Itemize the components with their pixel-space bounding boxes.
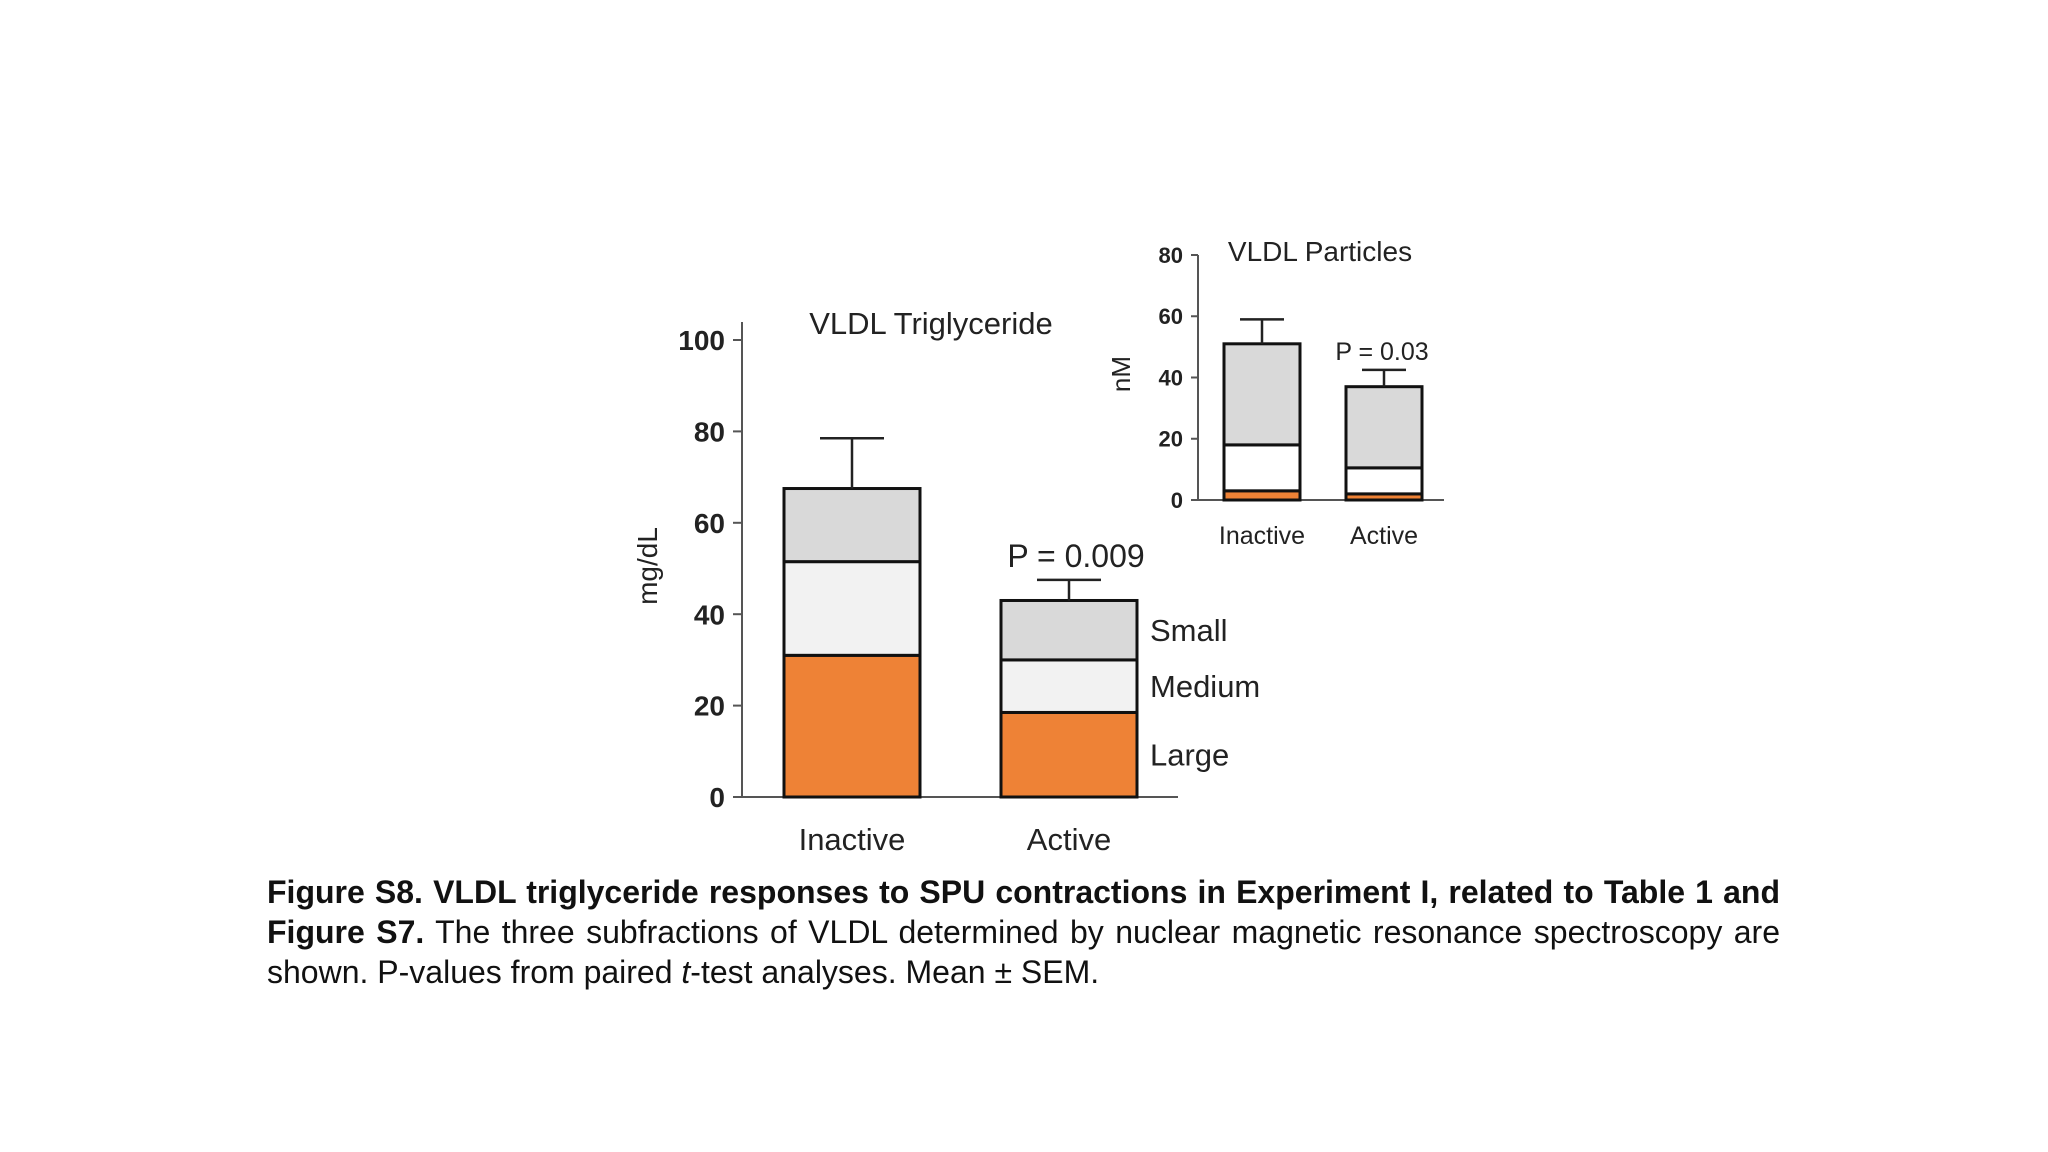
legend-label-medium: Medium xyxy=(1150,669,1260,704)
y-tick-label: 0 xyxy=(1171,488,1183,513)
chart-title: VLDL Particles xyxy=(1228,236,1412,267)
x-category-label: Inactive xyxy=(1219,522,1305,550)
bar-segment-medium xyxy=(782,560,922,657)
caption-text-1: The three subfractions of VLDL determine… xyxy=(267,914,1781,990)
p-value-annotation: P = 0.009 xyxy=(1007,538,1144,574)
x-category-label: Active xyxy=(1350,522,1418,550)
y-tick-label: 60 xyxy=(694,508,725,539)
bar-segment-medium xyxy=(1222,443,1302,493)
bar-segment-small xyxy=(999,598,1139,662)
legend-label-small: Small xyxy=(1150,613,1228,648)
x-category-label: Inactive xyxy=(799,822,906,857)
y-tick-label: 20 xyxy=(694,691,725,722)
y-tick-label: 20 xyxy=(1159,427,1183,452)
y-tick-label: 40 xyxy=(694,599,725,630)
legend-label-large: Large xyxy=(1150,738,1229,773)
y-tick-label: 40 xyxy=(1159,365,1183,390)
vldl-particles-chart: 0 20 40 60 80 nM VLDL Particles Inactive Active P… xyxy=(1106,236,1444,550)
y-tick-label: 60 xyxy=(1159,304,1183,329)
y-tick-label: 100 xyxy=(678,325,725,356)
y-tick-label: 80 xyxy=(1159,243,1183,268)
chart-title: VLDL Triglyceride xyxy=(809,306,1053,341)
p-value-annotation: P = 0.03 xyxy=(1335,338,1428,366)
bar-segment-large xyxy=(999,710,1139,799)
caption-italic: t xyxy=(681,954,691,990)
bar-segment-small xyxy=(782,487,922,564)
y-tick-label: 0 xyxy=(709,782,725,813)
caption-text-2: -test analyses. Mean ± SEM. xyxy=(690,954,1100,990)
x-category-label: Active xyxy=(1027,822,1111,857)
bar-segment-large xyxy=(782,653,922,799)
caption-bold: Figure S8. VLDL triglyceride responses t… xyxy=(267,874,1780,950)
bar-segment-medium xyxy=(999,658,1139,714)
bar-segment-small xyxy=(1222,342,1302,447)
bar-segment-small xyxy=(1344,385,1424,470)
vldl-triglyceride-chart: 0 20 40 60 80 100 mg/dL VLDL Triglyceride Inacti… xyxy=(632,306,1260,857)
figure-caption: Figure S8. VLDL triglyceride responses t… xyxy=(267,872,1780,992)
y-tick-label: 80 xyxy=(694,416,725,447)
y-axis-label: nM xyxy=(1106,356,1136,392)
bar-segment-medium xyxy=(1344,466,1424,496)
y-axis-label: mg/dL xyxy=(632,527,663,605)
